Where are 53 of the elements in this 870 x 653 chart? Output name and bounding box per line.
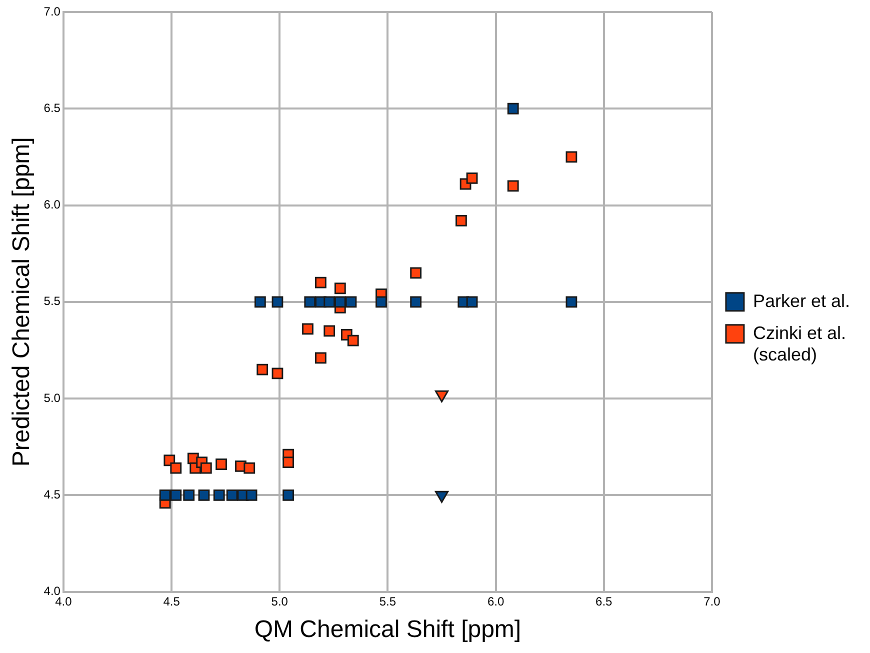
point [507,102,519,114]
point [304,296,316,308]
y-tick-label: 6.0 [44,198,61,212]
point [170,489,182,501]
y-tick-label: 5.5 [44,294,61,308]
point [198,489,210,501]
x-tick-label: 6.0 [487,594,504,608]
point [334,282,346,294]
point [159,489,171,501]
point [315,352,326,364]
point [200,462,212,474]
x-tick-label: 5.5 [379,594,396,608]
point [376,296,387,308]
point [254,296,266,308]
point [246,489,258,501]
point [345,296,357,308]
point [282,489,294,501]
y-tick-label: 7.0 [44,4,61,18]
point [302,323,314,335]
point [226,489,238,501]
y-axis-title: Predicted Chemical Shift [ppm] [8,137,36,467]
point [410,296,422,308]
legend-label: Czinki et al. (scaled) [752,322,846,364]
point [183,489,195,501]
x-axis-title: QM Chemical Shift [ppm] [254,616,522,644]
point [334,296,346,308]
x-tick-label: 4.5 [163,594,180,608]
point [347,334,359,346]
legend-label: Parker et al. [752,290,850,311]
point [410,267,422,279]
y-tick-label: 4.5 [44,487,61,502]
point [256,364,268,376]
point [282,456,294,468]
point [324,296,336,308]
x-tick-label: 5.0 [271,594,288,608]
y-tick-label: 5.0 [44,390,61,405]
point [272,368,284,380]
point [272,296,284,308]
point [315,276,326,288]
point [466,172,478,184]
point [216,458,227,470]
point [466,296,478,308]
point [324,325,336,337]
point [244,462,256,474]
point [566,151,578,163]
point [456,215,467,226]
point [507,180,519,192]
x-tick-label: 7.0 [704,594,721,608]
x-tick-label: 6.5 [596,594,613,608]
point [566,296,578,308]
point [213,489,225,501]
y-tick-label: 6.5 [44,100,61,115]
point [170,462,182,474]
